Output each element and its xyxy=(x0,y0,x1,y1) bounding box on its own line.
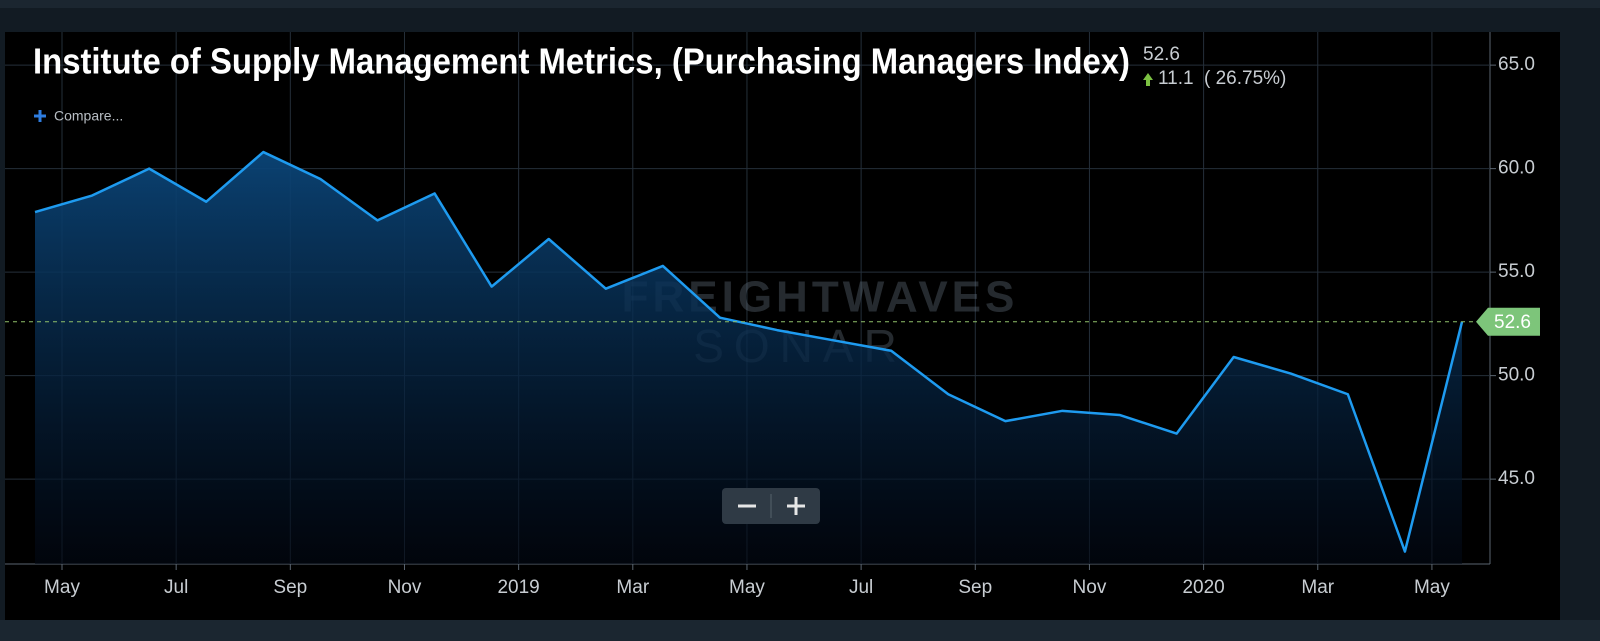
x-tick-label: Mar xyxy=(616,577,649,598)
change-value: 11.1 xyxy=(1158,68,1194,89)
line-series xyxy=(34,150,1464,553)
x-tick-label: Jul xyxy=(164,577,188,598)
change-percent: ( 26.75%) xyxy=(1204,68,1286,89)
x-tick-label: Mar xyxy=(1301,577,1334,598)
x-tick-label: May xyxy=(44,577,80,598)
last-value-tag xyxy=(1476,307,1540,336)
x-tick-label: 2020 xyxy=(1182,577,1224,598)
line-area xyxy=(35,152,1462,564)
current-value: 52.6 xyxy=(1143,44,1180,65)
x-tick-label: May xyxy=(729,577,765,598)
x-tick-label: May xyxy=(1414,577,1450,598)
zoom-in-button[interactable] xyxy=(787,497,805,515)
chart-title: Institute of Supply Management Metrics, … xyxy=(33,41,1130,82)
zoom-controls xyxy=(722,488,820,524)
change-arrow xyxy=(1143,73,1153,86)
x-tick-label: Jul xyxy=(849,577,873,598)
y-tick-label: 60.0 xyxy=(1498,158,1535,179)
x-tick-label: Nov xyxy=(388,577,422,598)
plot-area xyxy=(34,150,1464,564)
y-tick-label: 55.0 xyxy=(1498,261,1535,282)
compare-icon[interactable] xyxy=(34,110,46,122)
x-tick-label: Sep xyxy=(958,577,992,598)
y-tick-label: 50.0 xyxy=(1498,365,1535,386)
y-tick-label: 45.0 xyxy=(1498,468,1535,489)
compare-link[interactable]: Compare... xyxy=(54,108,123,124)
bottom-bar xyxy=(0,620,1600,641)
last-value-label: 52.6 xyxy=(1494,312,1531,333)
x-tick-label: Nov xyxy=(1073,577,1107,598)
y-tick-label: 65.0 xyxy=(1498,54,1535,75)
x-tick-label: Sep xyxy=(273,577,307,598)
top-bar xyxy=(0,0,1600,8)
x-tick-label: 2019 xyxy=(497,577,539,598)
